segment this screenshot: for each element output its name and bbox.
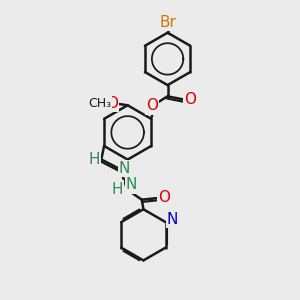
Text: O: O <box>106 95 118 110</box>
Text: O: O <box>184 92 196 107</box>
Text: CH₃: CH₃ <box>88 97 111 110</box>
Text: O: O <box>146 98 158 113</box>
Text: Br: Br <box>159 15 176 30</box>
Text: H: H <box>111 182 123 197</box>
Text: O: O <box>158 190 170 205</box>
Text: H: H <box>88 152 100 167</box>
Text: N: N <box>126 178 137 193</box>
Text: N: N <box>119 161 130 176</box>
Text: N: N <box>167 212 178 227</box>
